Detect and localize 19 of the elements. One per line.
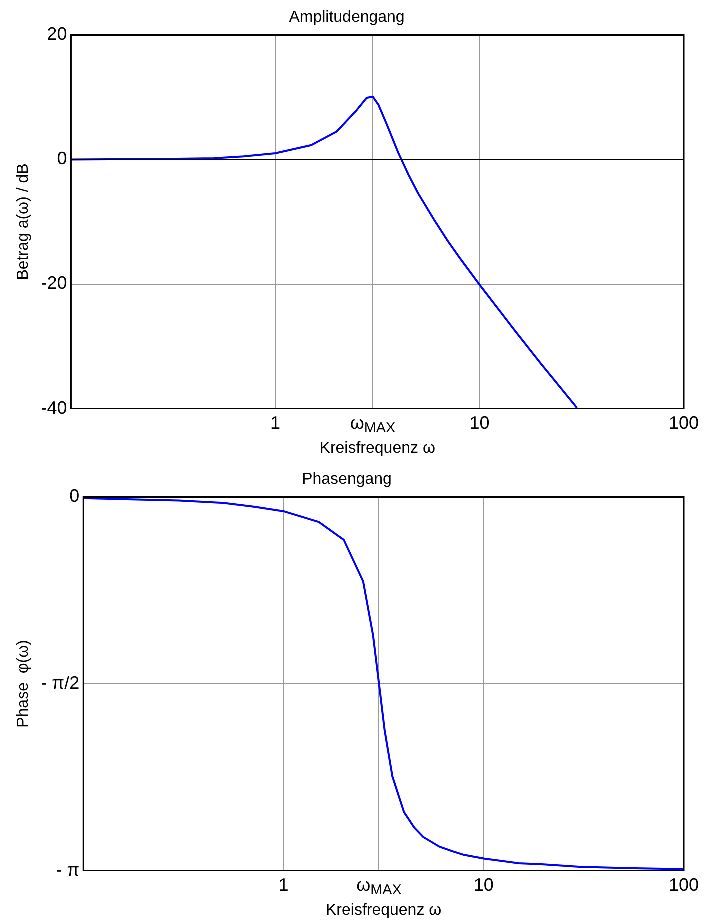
y-tick-label: -20 — [41, 273, 68, 294]
x-tick-label: 1 — [270, 412, 280, 433]
y-tick-label: - π — [56, 860, 80, 880]
x-tick-label: 100 — [668, 874, 700, 895]
y-tick-label: 0 — [70, 486, 80, 506]
chart-title: Amplitudengang — [289, 9, 405, 26]
y-axis-title: Phase φ(ω) — [15, 640, 32, 728]
x-axis-title: Kreisfrequenz ω — [320, 440, 436, 457]
x-axis-title: Kreisfrequenz ω — [326, 902, 442, 919]
x-tick-label: 10 — [474, 874, 494, 895]
y-tick-label: 0 — [57, 148, 68, 169]
y-axis-title: Betrag a(ω) / dB — [15, 164, 32, 280]
y-tick-label: -40 — [41, 398, 68, 418]
x-tick-label: 10 — [470, 412, 490, 433]
x-tick-label: 100 — [668, 412, 700, 433]
y-tick-label: 20 — [47, 24, 68, 44]
y-tick-label: - π/2 — [41, 672, 80, 693]
chart-title: Phasengang — [302, 471, 392, 488]
x-tick-label: 1 — [278, 874, 289, 895]
